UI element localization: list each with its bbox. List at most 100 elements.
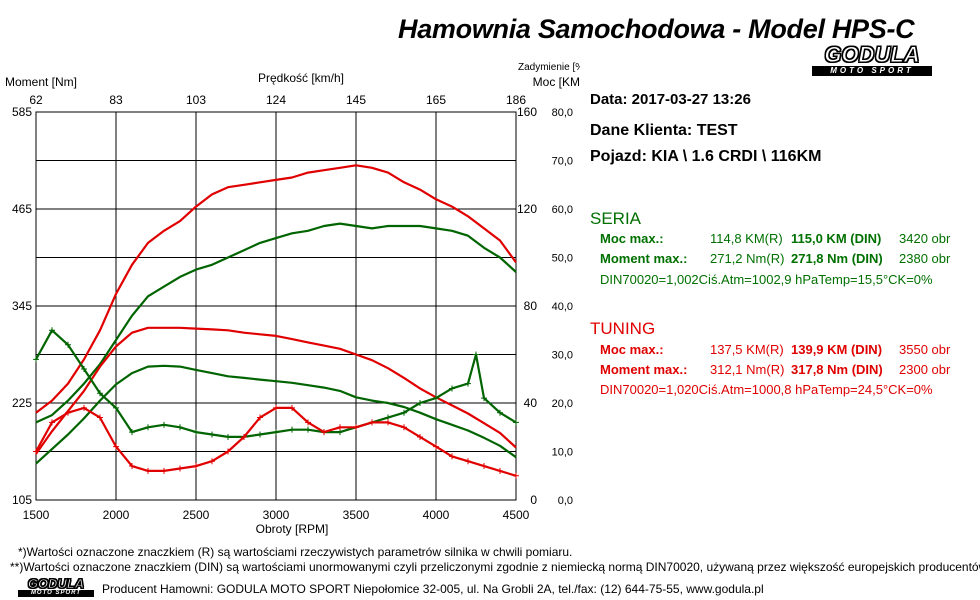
y-left-tick-label: 225 (12, 396, 32, 410)
seria-smoke-point (225, 433, 231, 440)
seria-smoke-point (33, 356, 39, 363)
seria-smoke-point (209, 431, 215, 438)
tuning-smoke-point (513, 472, 519, 479)
tuning-moment-r: 312,1 Nm(R) (710, 362, 785, 377)
seria-smoke-point (257, 431, 263, 438)
logo-sub-text: MOTO SPORT (812, 66, 932, 76)
logo-main-text: GODULA (824, 42, 920, 67)
y-power-tick-label: 40 (524, 396, 538, 410)
seria-smoke-point (97, 390, 103, 397)
seria-moment-label: Moment max.: (600, 251, 688, 266)
x-top-tick-label: 62 (29, 93, 43, 107)
tuning-moc-label: Moc max.: (600, 342, 664, 357)
tuning-smoke-point (49, 419, 55, 426)
x-tick-label: 2000 (103, 508, 130, 522)
y-smoke-tick-label: 40,0 (552, 301, 573, 313)
logo-small-main-text: GODULA (27, 576, 85, 591)
tuning-smoke-point (257, 414, 263, 421)
x-top-axis-title: Prędkość [km/h] (258, 71, 344, 85)
seria-smoke-point (433, 395, 439, 402)
seria-moment-din: 271,8 Nm (DIN) (791, 251, 883, 266)
seria-smoke-point (273, 429, 279, 436)
tuning-smoke-point (353, 424, 359, 431)
tuning-moment-rpm: 2300 obr (899, 362, 951, 377)
seria-moc-rpm: 3420 obr (899, 231, 951, 246)
tuning-smoke-point (401, 424, 407, 431)
x-axis-title: Obroty [RPM] (256, 522, 329, 536)
tuning-moc-din: 139,9 KM (DIN) (791, 342, 883, 357)
seria-moc-label: Moc max.: (600, 231, 664, 246)
y-left-tick-label: 465 (12, 202, 32, 216)
tuning-smoke-point (33, 448, 39, 455)
x-tick-label: 3000 (263, 508, 290, 522)
seria-smoke-point (465, 380, 471, 387)
seria-moc-r: 114,8 KM(R) (710, 231, 783, 246)
tuning-moc-rpm: 3550 obr (899, 342, 951, 357)
y-smoke-axis-title: Zadymienie [%] (518, 62, 580, 73)
x-tick-label: 4500 (503, 508, 530, 522)
seria-moc-din: 115,0 KM (DIN) (791, 231, 882, 246)
tuning-smoke-point (385, 419, 391, 426)
x-top-tick-label: 186 (506, 93, 526, 107)
y-smoke-tick-label: 70,0 (552, 156, 573, 168)
tuning-smoke-point (161, 467, 167, 474)
seria-smoke-point (417, 400, 423, 406)
y-left-tick-label: 105 (12, 493, 32, 507)
vehicle-name: Pojazd: KIA \ 1.6 CRDI \ 116KM (590, 148, 822, 165)
y-power-tick-label: 120 (517, 202, 537, 216)
tuning-smoke-point (433, 443, 439, 450)
x-top-tick-label: 124 (266, 93, 286, 107)
producer-info: Producent Hamowni: GODULA MOTO SPORT Nie… (102, 582, 764, 596)
seria-smoke-point (65, 341, 71, 348)
seria-moment-line (35, 364, 517, 465)
seria-smoke-point (49, 327, 55, 334)
seria-smoke-point (161, 421, 167, 428)
client-name: Dane Klienta: TEST (590, 122, 738, 139)
seria-atm-conditions: DIN70020=1,002Ciś.Atm=1002,9 hPaTemp=15,… (600, 272, 933, 287)
y-smoke-tick-label: 50,0 (552, 253, 573, 265)
tuning-smoke-point (81, 404, 87, 411)
seria-smoke-point (289, 426, 295, 433)
seria-smoke-point (145, 424, 151, 431)
y-power-tick-label: 0 (530, 493, 537, 507)
x-top-tick-label: 165 (426, 93, 446, 107)
x-tick-label: 2500 (183, 508, 210, 522)
y-smoke-tick-label: 80,0 (552, 107, 573, 119)
tuning-smoke-point (97, 414, 103, 421)
seria-moment-r: 271,2 Nm(R) (710, 251, 785, 266)
y-power-tick-label: 160 (517, 105, 537, 119)
y-smoke-tick-label: 20,0 (552, 398, 573, 410)
seria-smoke-point (129, 429, 135, 436)
tuning-smoke-point (209, 458, 215, 465)
godula-logo: GODULA MOTO SPORT (812, 42, 932, 76)
tuning-smoke-point (193, 463, 199, 470)
tuning-section-title: TUNING (590, 319, 656, 338)
tuning-moc-line (35, 164, 517, 414)
tuning-smoke-point (289, 404, 295, 411)
footnote-din: **)Wartości oznaczone znaczkiem (DIN) są… (10, 560, 980, 574)
x-top-tick-label: 145 (346, 93, 366, 107)
seria-smoke-point (449, 385, 455, 392)
seria-zadymienie-line (35, 329, 517, 438)
x-top-tick-label: 83 (109, 93, 123, 107)
tuning-moc-r: 137,5 KM(R) (710, 342, 784, 357)
seria-smoke-point (81, 366, 87, 373)
tuning-smoke-point (417, 433, 423, 440)
tuning-moment-din: 317,8 Nm (DIN) (791, 362, 883, 377)
seria-smoke-point (177, 424, 183, 431)
tuning-smoke-point (497, 467, 503, 474)
measurement-date: Data: 2017-03-27 13:26 (590, 91, 751, 108)
tuning-atm-conditions: DIN70020=1,020Ciś.Atm=1000,8 hPaTemp=24,… (600, 382, 933, 397)
y-left-axis-title: Moment [Nm] (5, 75, 77, 89)
tuning-smoke-point (449, 453, 455, 460)
y-smoke-tick-label: 0,0 (558, 495, 573, 507)
y-smoke-tick-label: 30,0 (552, 350, 573, 362)
tuning-smoke-point (177, 465, 183, 472)
tuning-smoke-point (321, 429, 327, 436)
tuning-smoke-point (241, 433, 247, 440)
y-power-axis-title: Moc [KM] (533, 75, 580, 89)
y-power-tick-label: 80 (524, 299, 538, 313)
tuning-smoke-point (225, 448, 231, 455)
x-tick-label: 1500 (23, 508, 50, 522)
tuning-smoke-point (129, 463, 135, 470)
